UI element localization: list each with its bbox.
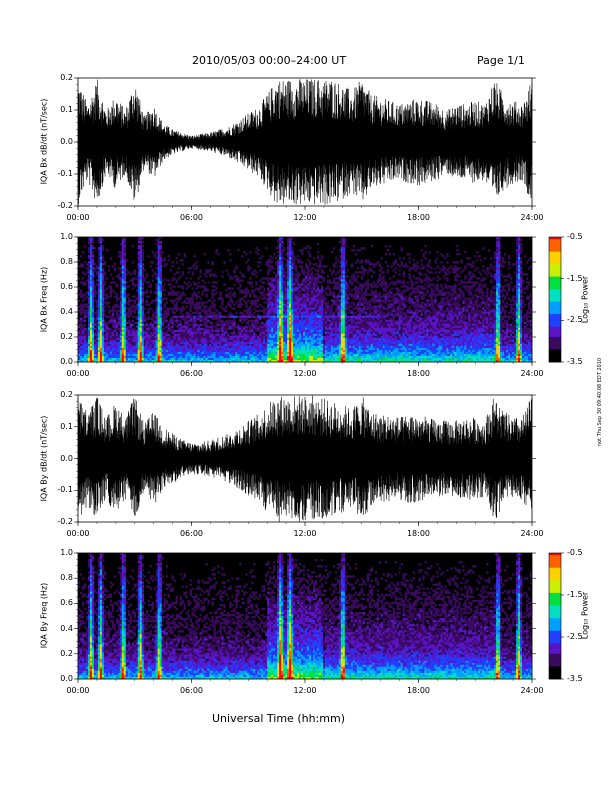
y-tick-label: 0.2 [60, 332, 73, 341]
x-tick-label: 24:00 [520, 213, 544, 222]
y-tick-label: 0.0 [60, 674, 73, 683]
x-tick-label: 12:00 [293, 213, 317, 222]
colorbar-tick-label: -0.5 [567, 232, 583, 241]
x-tick-label: 12:00 [293, 369, 317, 378]
x-tick-label: 06:00 [179, 369, 204, 378]
by-dbdt-trace [78, 395, 532, 522]
x-tick-label: 06:00 [179, 686, 204, 695]
bx-spectrogram-colorbar [548, 236, 562, 363]
y-tick-label: 0.2 [60, 390, 73, 399]
y-tick-label: -0.2 [57, 517, 73, 526]
page-title: 2010/05/03 00:00–24:00 UT [192, 54, 347, 67]
colorbar-tick-label: -0.5 [567, 548, 583, 557]
bx-spectrogram-ylabel: IQA Bx Freq (Hz) [39, 266, 49, 332]
bx-dbdt-trace [78, 79, 532, 205]
y-tick-label: 0.4 [60, 307, 73, 316]
colorbar-tick-label: -1.5 [567, 590, 583, 599]
bx-spectrogram-panel [74, 236, 564, 366]
colorbar-tick-label: -2.5 [567, 315, 583, 325]
y-tick-label: -0.2 [57, 201, 73, 210]
y-tick-label: 0.6 [60, 282, 73, 291]
x-tick-label: 06:00 [179, 529, 204, 538]
y-tick-label: -0.1 [57, 169, 73, 178]
bx-spectrogram-cells [78, 237, 533, 363]
by-spectrogram-colorbar [548, 552, 562, 680]
by-spectrogram-ylabel: IQA By Freq (Hz) [39, 582, 49, 649]
x-tick-label: 18:00 [406, 529, 431, 538]
x-tick-label: 12:00 [293, 686, 317, 695]
page-number: Page 1/1 [477, 54, 525, 67]
y-tick-label: 0.0 [60, 357, 73, 366]
y-tick-label: 0.2 [60, 73, 73, 82]
x-tick-label: 06:00 [179, 213, 204, 222]
colorbar-tick-label: -1.5 [567, 273, 583, 283]
y-tick-label: 0.0 [60, 453, 73, 463]
colorbar-tick-label: -2.5 [567, 632, 583, 641]
y-tick-label: -0.1 [57, 485, 73, 495]
colorbar-label: Log₁₀ Power [580, 275, 590, 323]
by-dbdt-ylabel: IQA By dB/dt (nT/sec) [39, 415, 49, 501]
y-tick-label: 0.2 [60, 648, 73, 658]
by-dbdt-panel [74, 394, 536, 526]
x-tick-label: 18:00 [406, 369, 431, 378]
colorbar-tick-label: -3.5 [567, 674, 583, 683]
x-tick-label: 24:00 [520, 686, 544, 695]
bx-dbdt-ylabel: IQA Bx dB/dt (nT/sec) [39, 98, 49, 185]
y-tick-label: 0.8 [60, 257, 73, 266]
x-tick-label: 00:00 [66, 213, 90, 222]
y-tick-label: 0.4 [60, 623, 73, 633]
x-tick-label: 18:00 [406, 686, 431, 695]
x-tick-label: 12:00 [293, 529, 317, 538]
x-tick-label: 00:00 [66, 686, 90, 695]
x-tick-label: 18:00 [406, 213, 431, 222]
generation-stamp: not Thu Sep 30 09:40:08 EDT 2010 [597, 357, 603, 447]
x-tick-label: 24:00 [520, 369, 544, 378]
x-tick-label: 24:00 [520, 529, 544, 538]
x-tick-label: 00:00 [66, 529, 90, 538]
bx-dbdt-panel [74, 77, 536, 210]
y-tick-label: 1.0 [60, 232, 73, 241]
by-spectrogram-panel [74, 552, 564, 683]
y-tick-label: 0.6 [60, 598, 73, 608]
x-axis-label: Universal Time (hh:mm) [212, 712, 345, 725]
y-tick-label: 1.0 [60, 548, 73, 557]
y-tick-label: 0.8 [60, 573, 73, 583]
colorbar-tick-label: -3.5 [567, 357, 583, 366]
y-tick-label: 0.1 [60, 421, 73, 431]
colorbar-label: Log₁₀ Power [580, 591, 590, 640]
y-tick-label: 0.1 [60, 105, 73, 114]
x-tick-label: 00:00 [66, 369, 90, 378]
by-spectrogram-cells [78, 553, 533, 680]
y-tick-label: 0.0 [60, 137, 73, 146]
